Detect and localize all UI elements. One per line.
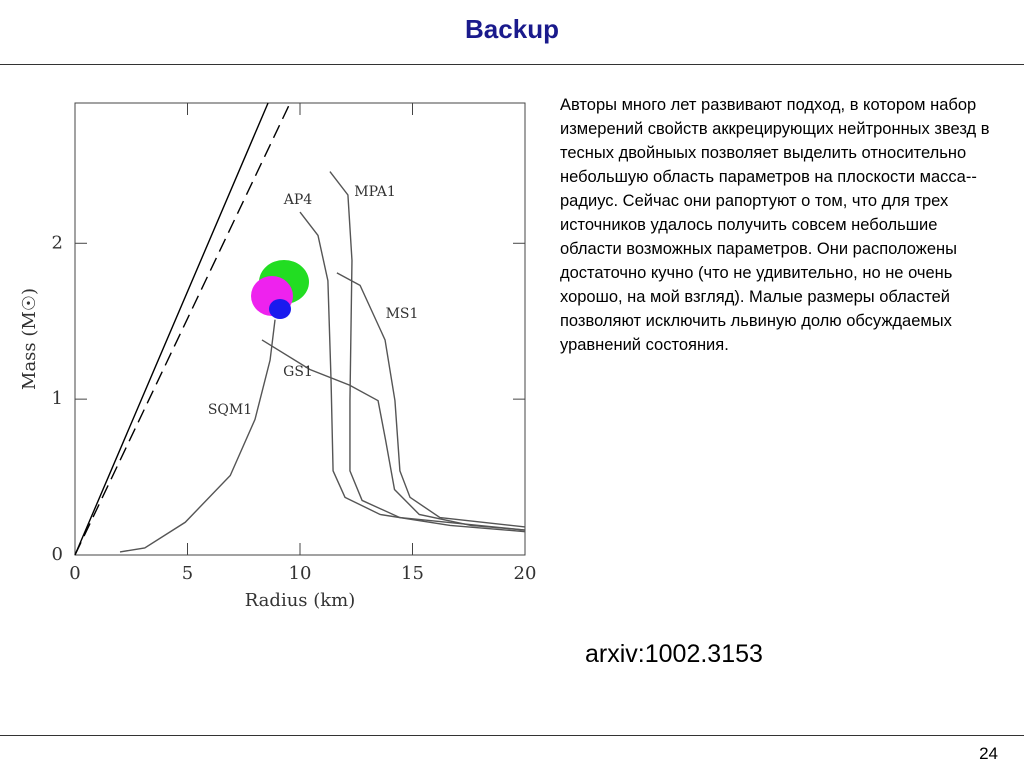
x-tick-label: 5 xyxy=(182,563,193,584)
plot-frame xyxy=(74,102,526,556)
y-tick-label: 2 xyxy=(52,232,63,253)
divider xyxy=(0,735,1024,736)
paragraph: Авторы много лет развивают подход, в кот… xyxy=(560,96,990,354)
chart: 0 5 10 15 20 0 1 2 Radius (km) Mass (M☉) SQM1 GS1 AP… xyxy=(19,102,537,611)
curve-label: MPA1 xyxy=(354,184,396,200)
curve xyxy=(119,319,276,553)
curve xyxy=(74,102,291,556)
curve xyxy=(336,272,526,528)
curve xyxy=(299,211,526,533)
curve-label: SQM1 xyxy=(208,402,252,418)
curve-label: MS1 xyxy=(386,306,419,322)
divider xyxy=(0,64,1024,65)
x-tick-label: 20 xyxy=(514,563,537,584)
curve-label: GS1 xyxy=(283,364,313,380)
x-tick-label: 0 xyxy=(69,563,80,584)
curve xyxy=(261,339,526,531)
x-axis-label: Radius (km) xyxy=(245,590,356,611)
y-axis-label: Mass (M☉) xyxy=(19,288,40,390)
reference: arxiv:1002.3153 xyxy=(585,640,763,668)
x-tick-label: 15 xyxy=(401,563,424,584)
y-tick-label: 1 xyxy=(52,388,63,409)
region xyxy=(269,299,291,319)
curve-label: AP4 xyxy=(283,192,313,208)
curve xyxy=(74,102,269,556)
curve xyxy=(329,171,526,531)
page-number: 24 xyxy=(979,744,998,763)
slide-title: Backup xyxy=(465,14,559,44)
y-tick-label: 0 xyxy=(52,544,63,565)
x-tick-label: 10 xyxy=(289,563,312,584)
